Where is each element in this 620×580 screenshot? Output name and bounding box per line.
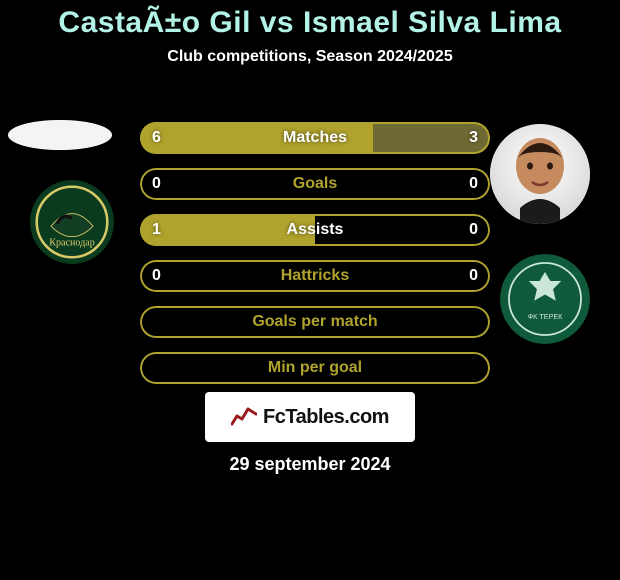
subtitle: Club competitions, Season 2024/2025 xyxy=(0,48,620,66)
player-left-club-crest: Краснодар xyxy=(30,180,114,264)
player-right-club-crest: ФК ТЕРЕК xyxy=(500,254,590,344)
stat-rows: 63Matches 00Goals 10Assists 00Hattricks Goal… xyxy=(140,122,490,398)
stat-row: Min per goal xyxy=(140,352,490,384)
stat-row: 10Assists xyxy=(140,214,490,246)
snapshot-date: 29 september 2024 xyxy=(0,454,620,475)
stat-row: Goals per match xyxy=(140,306,490,338)
stat-label: Goals per match xyxy=(140,306,490,338)
chart-line-icon xyxy=(231,404,257,431)
page-title: CastaÃ±o Gil vs Ismael Silva Lima xyxy=(0,0,620,40)
stat-label: Hattricks xyxy=(140,260,490,292)
svg-text:ФК ТЕРЕК: ФК ТЕРЕК xyxy=(528,312,563,321)
svg-text:Краснодар: Краснодар xyxy=(49,238,95,249)
stat-label: Goals xyxy=(140,168,490,200)
player-left-avatar xyxy=(8,120,112,150)
player-right-avatar xyxy=(490,124,590,224)
fctables-brand-text: FcTables.com xyxy=(263,406,389,429)
stat-row: 00Goals xyxy=(140,168,490,200)
stat-row: 63Matches xyxy=(140,122,490,154)
fctables-watermark: FcTables.com xyxy=(205,392,415,442)
stat-row: 00Hattricks xyxy=(140,260,490,292)
stat-label: Min per goal xyxy=(140,352,490,384)
stat-label: Assists xyxy=(140,214,490,246)
stat-label: Matches xyxy=(140,122,490,154)
